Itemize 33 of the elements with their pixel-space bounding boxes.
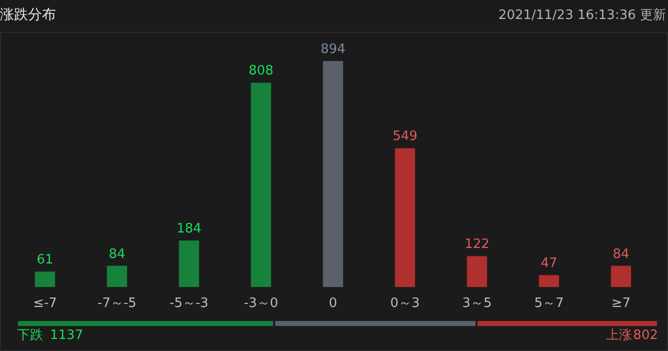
x-tick-label: -3～0 xyxy=(244,296,278,311)
x-tick-label: 0 xyxy=(328,296,338,311)
data-label: 122 xyxy=(464,237,490,252)
bar xyxy=(538,275,560,287)
data-label: 184 xyxy=(176,221,202,236)
bar xyxy=(610,266,632,287)
x-tick-label: 3～5 xyxy=(462,296,492,311)
x-tick-label: 5～7 xyxy=(534,296,564,311)
data-label: 894 xyxy=(320,42,346,57)
x-tick-label: -7～-5 xyxy=(98,296,136,311)
data-label: 61 xyxy=(36,252,54,268)
bar xyxy=(394,148,416,287)
bar xyxy=(322,61,344,287)
bar xyxy=(106,266,128,287)
x-tick-label: ≤-7 xyxy=(33,296,57,311)
x-tick-label: -5～-3 xyxy=(170,296,208,311)
bar xyxy=(178,240,200,287)
data-label: 549 xyxy=(392,129,418,144)
series-label: 下跌 xyxy=(17,328,43,343)
data-label: 808 xyxy=(248,64,274,79)
data-label: 802 xyxy=(633,328,658,343)
data-label: 84 xyxy=(108,246,126,262)
chart-subtitle: 2021/11/23 16:13:36 更新 xyxy=(498,8,666,23)
data-label: 1137 xyxy=(50,328,84,343)
bar xyxy=(466,256,488,287)
bar xyxy=(250,82,272,287)
data-label: 47 xyxy=(540,256,558,272)
x-tick-label: ≥7 xyxy=(611,296,631,311)
bar xyxy=(34,272,56,287)
x-tick-label: 0～3 xyxy=(390,296,420,311)
chart-title: 涨跌分布 xyxy=(0,7,56,23)
series-label: 上涨 xyxy=(606,328,632,343)
data-label: 84 xyxy=(612,246,630,262)
